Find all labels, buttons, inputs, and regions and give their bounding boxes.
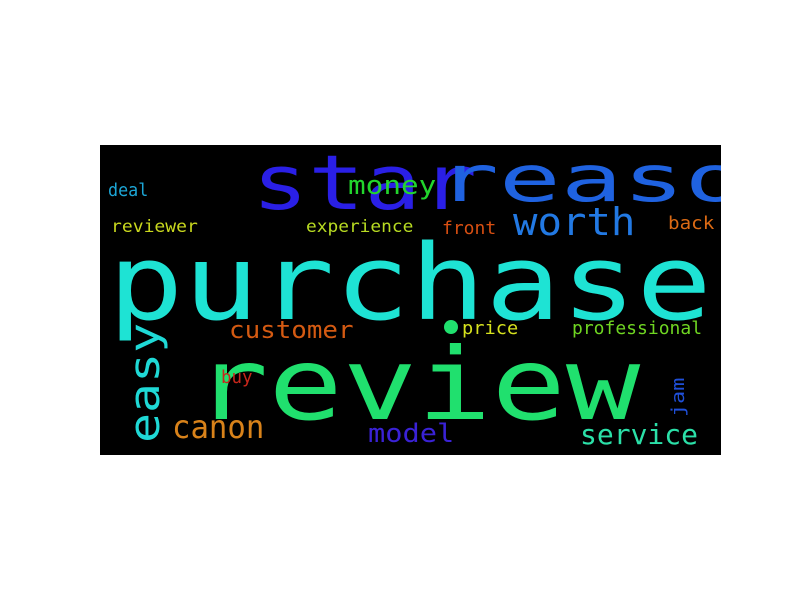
word-cloud: star reason money deal worth reviewer ex…: [100, 145, 721, 455]
word-reviewer: reviewer: [111, 217, 198, 237]
word-front: front: [442, 218, 497, 239]
word-easy: easy: [120, 322, 169, 443]
word-model: model: [368, 419, 455, 449]
word-price: price: [462, 318, 519, 339]
word-service: service: [580, 418, 699, 451]
dot-mark: [444, 320, 458, 334]
word-canon: canon: [172, 408, 265, 446]
word-worth: worth: [513, 200, 636, 244]
word-reason: reason: [437, 145, 721, 217]
word-back: back: [668, 213, 715, 234]
word-buy: buy: [221, 367, 253, 388]
word-star: star: [252, 145, 478, 227]
word-review: review: [194, 326, 641, 443]
word-customer: customer: [229, 316, 354, 344]
word-experience: experience: [306, 217, 414, 237]
word-jam: jam: [668, 377, 689, 417]
word-purchase: purchase: [108, 222, 712, 344]
word-money: money: [348, 171, 437, 201]
word-deal: deal: [108, 180, 149, 201]
word-professional: professional: [572, 318, 703, 339]
